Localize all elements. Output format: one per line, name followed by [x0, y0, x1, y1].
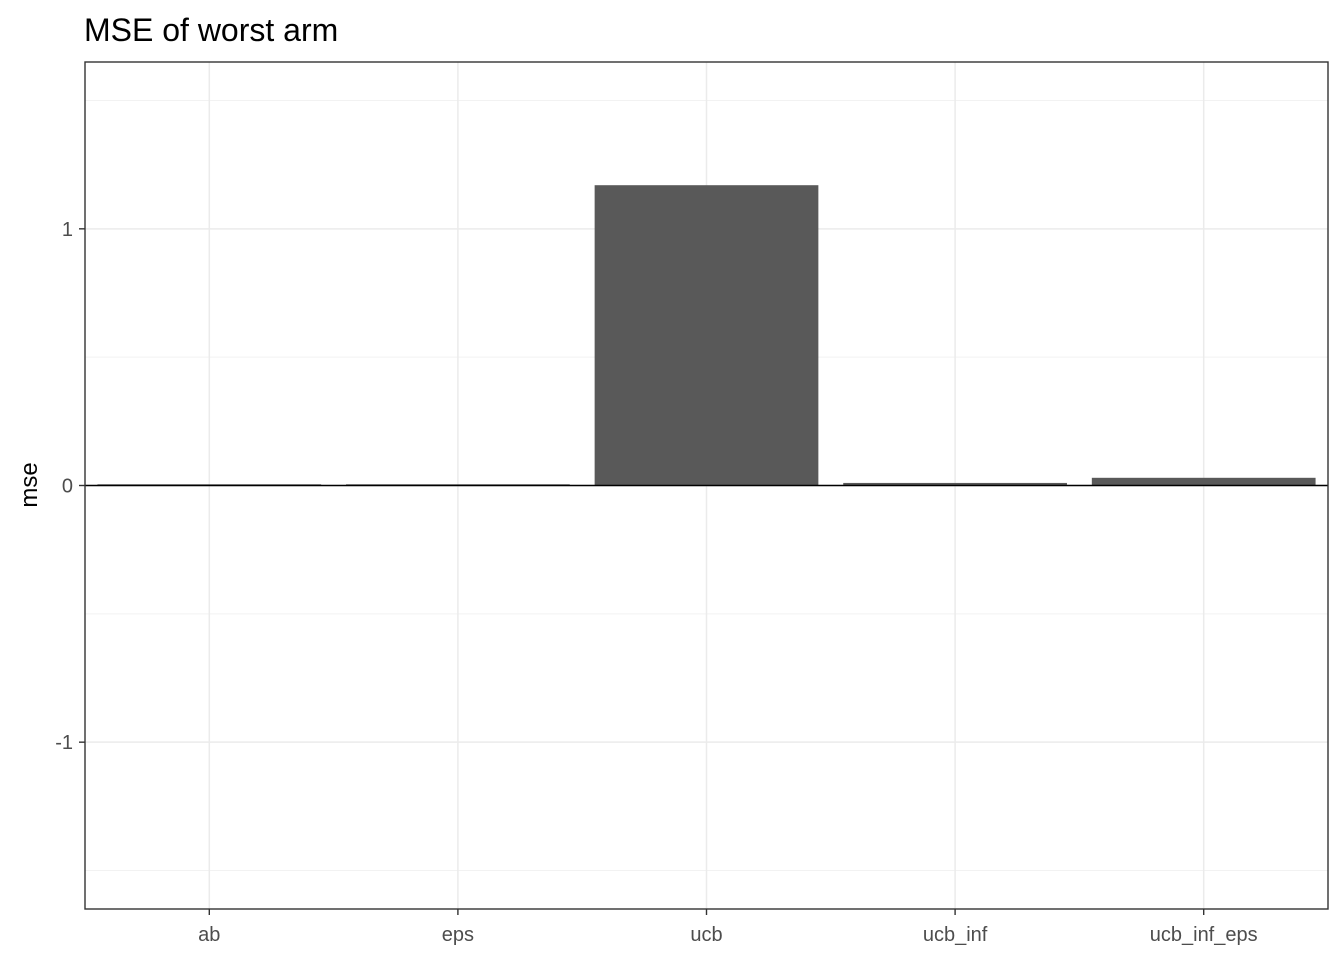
y-tick-label: -1 — [55, 732, 73, 754]
y-axis-label: mse — [16, 462, 43, 507]
x-tick-label: ucb_inf_eps — [1150, 924, 1258, 946]
x-tick-label: eps — [442, 924, 474, 946]
chart-title: MSE of worst arm — [84, 12, 338, 48]
y-tick-label: 0 — [62, 476, 73, 498]
bar-ucb — [594, 185, 819, 486]
x-tick-label: ucb — [690, 924, 722, 946]
bars — [97, 185, 1316, 486]
x-axis-ticks: ab eps ucb ucb_inf ucb_inf_eps — [198, 909, 1258, 946]
y-axis-ticks: -1 0 1 — [55, 219, 85, 754]
y-tick-label: 1 — [62, 219, 73, 241]
x-tick-label: ab — [198, 924, 220, 946]
bar-ucb_inf_eps — [1091, 477, 1316, 486]
x-tick-label: ucb_inf — [923, 924, 988, 946]
bar-ucb_inf — [843, 482, 1067, 486]
